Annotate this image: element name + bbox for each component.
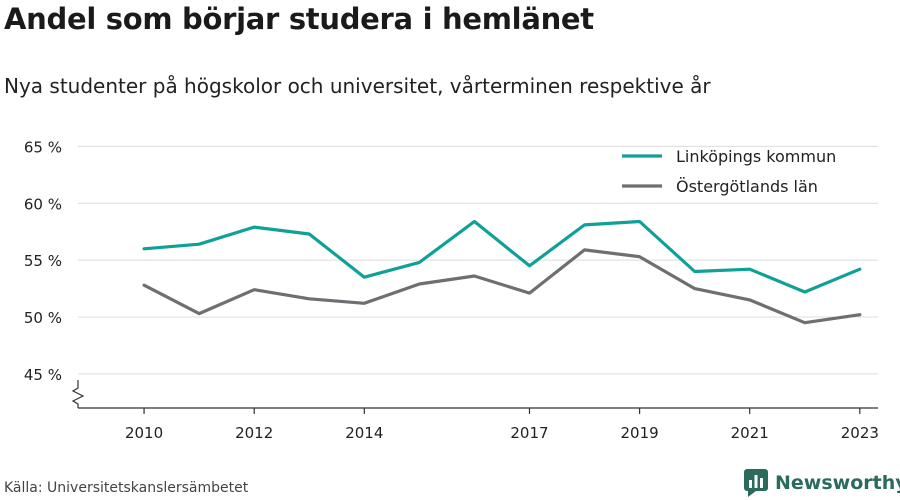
axis-break-icon — [71, 380, 85, 408]
x-tick-label: 2010 — [125, 424, 163, 442]
legend-label: Linköpings kommun — [676, 147, 836, 166]
y-tick-label: 55 % — [24, 252, 62, 270]
x-tick-label: 2014 — [345, 424, 383, 442]
x-tick-label: 2023 — [841, 424, 879, 442]
chart-title: Andel som börjar studera i hemlänet — [4, 2, 594, 36]
y-tick-label: 45 % — [24, 366, 62, 384]
y-tick-label: 50 % — [24, 309, 62, 327]
legend-label: Östergötlands län — [676, 177, 818, 196]
line-chart: 45 % 50 % 55 % 60 % 65 % 2010 2012 2014 2017 2019… — [24, 138, 879, 442]
y-tick-label: 60 % — [24, 195, 62, 213]
newsworthy-logo-icon — [744, 469, 768, 497]
y-tick-label: 65 % — [24, 138, 62, 156]
x-tick-label: 2021 — [731, 424, 769, 442]
x-tick-label: 2012 — [235, 424, 273, 442]
x-tick-label: 2019 — [621, 424, 659, 442]
chart-subtitle: Nya studenter på högskolor och universit… — [4, 74, 711, 98]
x-tick-label: 2017 — [510, 424, 548, 442]
series-line — [142, 248, 862, 325]
brand-logo: Newsworthy — [744, 468, 900, 498]
series-line — [142, 219, 862, 294]
source-note: Källa: Universitetskanslersämbetet — [4, 480, 249, 496]
brand-name: Newsworthy — [775, 472, 900, 494]
